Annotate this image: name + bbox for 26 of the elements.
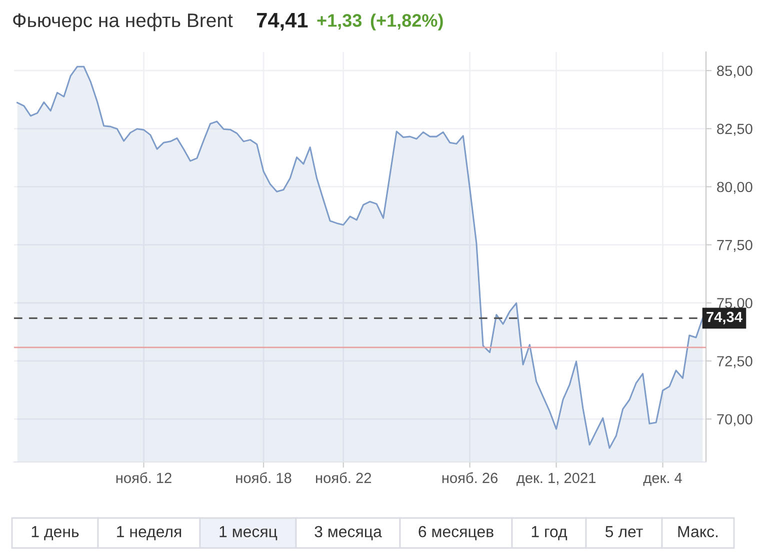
text: Макс. [678,526,718,538]
ref-line-label: 74,34 [706,312,742,324]
x-tick-label: нояб. 22 [316,472,372,484]
text: 1 день [32,526,79,540]
y-tick-label: 82,50 [717,124,752,136]
x-tick-label: дек. 4 [643,472,682,486]
x-tick-label: дек. 1, 2021 [516,472,596,486]
x-tick-label: нояб. 18 [236,472,292,484]
x-tick-label: нояб. 26 [442,472,498,484]
x-tick-label: нояб. 12 [116,472,172,484]
text: 74,41 [257,13,308,31]
y-tick-label: 72,50 [717,356,752,368]
y-tick-label: 70,00 [717,414,752,426]
text: 5 лет [605,526,643,538]
text: 1 неделя [117,526,182,540]
y-tick-label: 85,00 [717,66,752,78]
text: 3 месяца [314,526,382,540]
y-tick-label: 77,50 [717,240,752,252]
chart-title: Фьючерс на нефть Brent [13,12,233,32]
text: 1 месяц [220,526,278,540]
text: 6 месяцев [418,526,494,540]
y-tick-label: 75,00 [717,298,752,310]
text: (+1,82%) [370,14,443,30]
text: 1 год [532,526,568,540]
y-tick-label: 80,00 [717,182,752,194]
text: +1,33 [317,14,362,30]
